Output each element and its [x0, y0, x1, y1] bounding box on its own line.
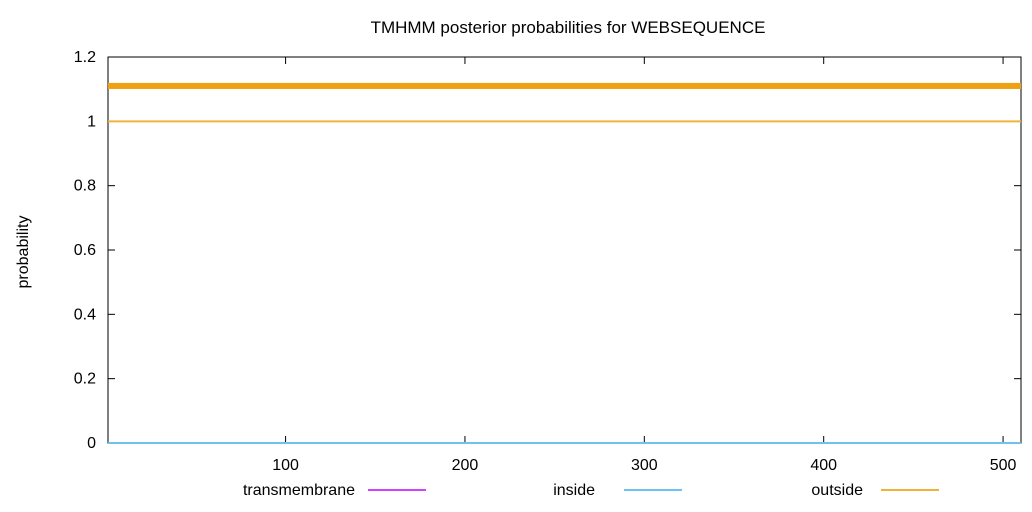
- y-tick-label: 0: [87, 435, 96, 452]
- y-tick-label: 0.4: [74, 306, 96, 323]
- x-tick-label: 400: [810, 457, 837, 474]
- legend-label-outside: outside: [811, 482, 863, 499]
- x-tick-label: 200: [452, 457, 479, 474]
- legend-label-inside: inside: [553, 482, 595, 499]
- legend-label-transmembrane: transmembrane: [243, 482, 355, 499]
- plot-frame: [107, 56, 1022, 444]
- y-axis-label: probability: [15, 216, 32, 289]
- x-tick-label: 500: [990, 457, 1017, 474]
- y-tick-label: 0.6: [74, 242, 96, 259]
- y-tick-label: 1: [87, 113, 96, 130]
- x-tick-label: 100: [272, 457, 299, 474]
- outside-band: [108, 82, 1021, 89]
- y-tick-label: 0.2: [74, 371, 96, 388]
- plot-area: 0 0.2 0.4 0.6 0.8 1 1.2 100 200 300 400 500 transmem…: [74, 49, 1022, 499]
- chart-title: TMHMM posterior probabilities for WEBSEQ…: [371, 18, 766, 37]
- y-tick-label: 0.8: [74, 178, 96, 195]
- y-tick-label: 1.2: [74, 49, 96, 66]
- x-tick-label: 300: [631, 457, 658, 474]
